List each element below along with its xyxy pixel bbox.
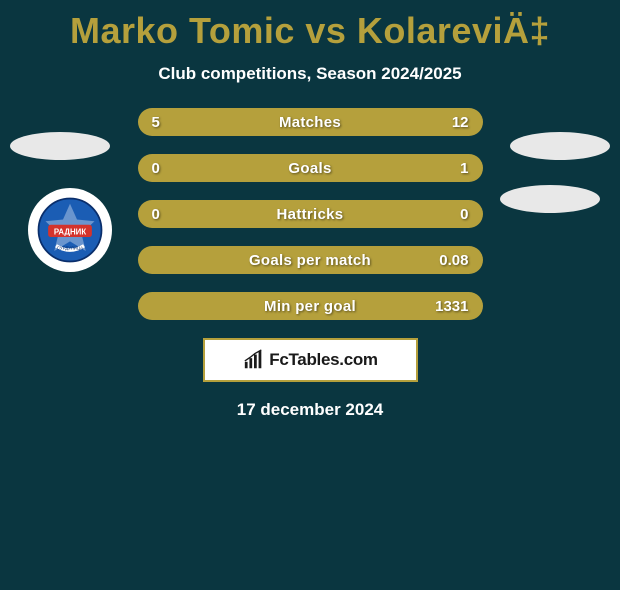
date-label: 17 december 2024: [0, 400, 620, 420]
svg-text:РАДНИК: РАДНИК: [54, 227, 86, 236]
stat-left-value: 0: [152, 206, 160, 223]
stat-label: Matches: [279, 114, 341, 131]
player-left-avatar: [10, 132, 110, 160]
subtitle: Club competitions, Season 2024/2025: [0, 64, 620, 84]
stat-right-value: 12: [452, 114, 469, 131]
player-right-avatar: [510, 132, 610, 160]
stat-label: Hattricks: [277, 206, 344, 223]
stat-row: 0 Goals 1: [138, 154, 483, 182]
stat-row: Goals per match 0.08: [138, 246, 483, 274]
stat-right-value: 0: [460, 206, 468, 223]
stat-right-value: 1: [460, 160, 468, 177]
brand-box[interactable]: FcTables.com: [203, 338, 418, 382]
stat-left-value: 5: [152, 114, 160, 131]
stat-row: 5 Matches 12: [138, 108, 483, 136]
stat-row: Min per goal 1331: [138, 292, 483, 320]
brand-label: FcTables.com: [269, 350, 378, 370]
stat-label: Goals: [288, 160, 331, 177]
stat-left-value: 0: [152, 160, 160, 177]
chart-icon: [242, 349, 266, 371]
page-title: Marko Tomic vs KolareviÄ‡: [0, 10, 620, 52]
svg-text:СУРДУЛИЦА: СУРДУЛИЦА: [57, 245, 83, 250]
stat-right-value: 0.08: [439, 252, 468, 269]
team-crest-icon: РАДНИК СУРДУЛИЦА: [35, 195, 105, 265]
team-right-badge: [500, 185, 600, 213]
team-left-badge: РАДНИК СУРДУЛИЦА: [28, 188, 112, 272]
stat-row: 0 Hattricks 0: [138, 200, 483, 228]
stat-label: Min per goal: [264, 298, 356, 315]
stat-right-value: 1331: [435, 298, 468, 315]
stats-container: 5 Matches 12 0 Goals 1 0 Hattricks 0 Goa…: [138, 108, 483, 320]
stat-label: Goals per match: [249, 252, 371, 269]
